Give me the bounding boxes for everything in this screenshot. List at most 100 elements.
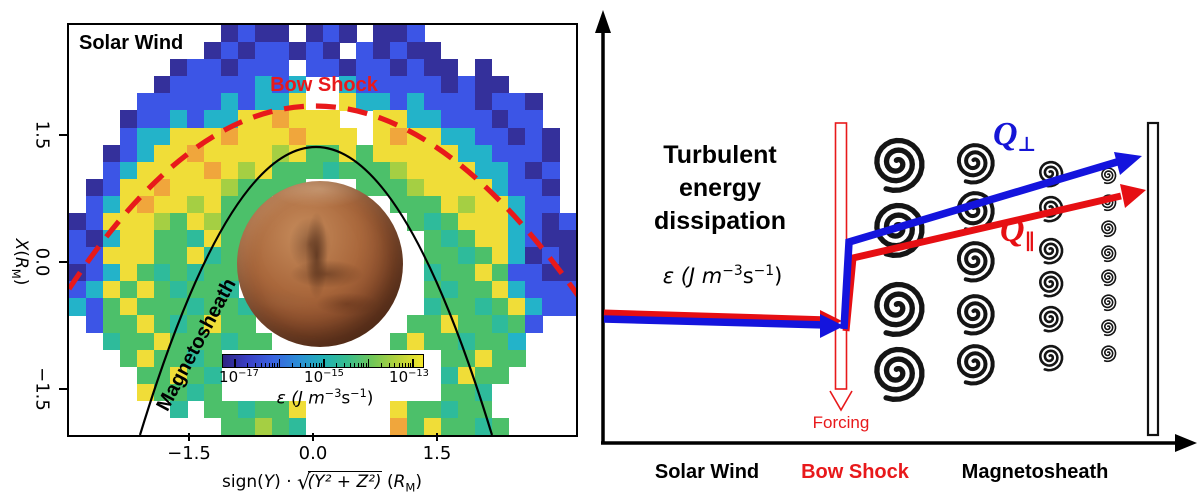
heatmap-cell bbox=[85, 315, 104, 334]
heatmap-cell bbox=[474, 161, 493, 180]
heatmap-cell bbox=[119, 281, 138, 299]
heatmap-cell bbox=[542, 298, 560, 316]
heatmap-cell bbox=[305, 127, 324, 146]
heatmap-cell bbox=[525, 247, 543, 265]
colorbar-tick-mark bbox=[265, 363, 267, 367]
heatmap-cell bbox=[288, 417, 307, 435]
epsilon-units-label: ε (J m−3s−1) bbox=[662, 263, 783, 288]
heatmap-cell bbox=[153, 76, 171, 94]
heatmap-cell bbox=[508, 178, 526, 197]
heatmap-cell bbox=[423, 161, 442, 180]
heatmap-cell bbox=[153, 212, 171, 231]
heatmap-cell bbox=[170, 349, 188, 368]
heatmap-cell bbox=[288, 76, 307, 94]
heatmap-cell bbox=[491, 110, 509, 129]
heatmap-cell bbox=[457, 264, 476, 282]
heatmap-cell bbox=[102, 298, 121, 316]
heatmap-cell bbox=[474, 281, 493, 299]
heatmap-cell bbox=[204, 315, 222, 334]
heatmap-cell bbox=[288, 42, 307, 60]
heatmap-cell bbox=[559, 298, 576, 316]
heatmap-cell bbox=[525, 264, 543, 282]
heatmap-cell bbox=[423, 417, 442, 435]
heatmap-cell bbox=[356, 76, 374, 94]
heatmap-cell bbox=[204, 264, 222, 282]
colorbar-tick-mark bbox=[268, 363, 270, 367]
heatmap-cell bbox=[491, 366, 509, 385]
colorbar-tick-mark bbox=[407, 363, 409, 367]
heatmap-cell bbox=[423, 247, 442, 265]
heatmap-cell bbox=[440, 76, 459, 94]
heatmap-cell bbox=[238, 417, 256, 435]
heatmap-cell bbox=[238, 59, 256, 77]
heatmap-cell bbox=[271, 161, 290, 180]
heatmap-cell bbox=[474, 230, 493, 248]
vortex-spiral-icon bbox=[956, 294, 995, 336]
heatmap-cell bbox=[153, 298, 171, 316]
heatmap-cell bbox=[187, 127, 205, 146]
vortex-spiral-icon bbox=[874, 281, 925, 337]
heatmap-cell bbox=[339, 127, 357, 146]
heatmap-cell bbox=[407, 161, 425, 180]
heatmap-cell bbox=[254, 332, 273, 351]
colorbar-tick-mark bbox=[255, 363, 257, 367]
heatmap-cell bbox=[339, 59, 357, 77]
heatmap-cell bbox=[525, 281, 543, 299]
heatmap-cell bbox=[407, 42, 425, 60]
heatmap-cell bbox=[440, 178, 459, 197]
heatmap-cell bbox=[491, 332, 509, 351]
heatmap-cell bbox=[440, 161, 459, 180]
qperp-arrow bbox=[840, 158, 1119, 330]
heatmap-cell bbox=[238, 127, 256, 146]
heatmap-cell bbox=[153, 230, 171, 248]
heatmap-cell bbox=[254, 417, 273, 435]
heatmap-cell bbox=[440, 383, 459, 402]
heatmap-cell bbox=[423, 332, 442, 351]
heatmap-cell bbox=[187, 264, 205, 282]
heatmap-cell bbox=[204, 366, 222, 385]
colorbar-tick-1e-17: 10−17 bbox=[219, 368, 259, 386]
heatmap-cell bbox=[136, 366, 155, 385]
heatmap-cell bbox=[474, 315, 493, 334]
heatmap-cell bbox=[525, 195, 543, 214]
heatmap-cell bbox=[305, 59, 324, 77]
heatmap-cell bbox=[187, 383, 205, 402]
heatmap-cell bbox=[373, 25, 391, 43]
heatmap-cell bbox=[170, 400, 188, 419]
colorbar-tick-mark bbox=[402, 363, 404, 367]
heatmap-cell bbox=[525, 212, 543, 231]
heatmap-cell bbox=[508, 93, 526, 111]
heatmap-cell bbox=[136, 110, 155, 129]
heatmap-cell bbox=[102, 247, 121, 265]
heatmap-cell bbox=[221, 93, 239, 111]
qperp-incoming-arrow bbox=[603, 315, 827, 329]
heatmap-cell bbox=[187, 212, 205, 231]
heatmap-cell bbox=[525, 110, 543, 129]
heatmap-cell bbox=[423, 59, 442, 77]
vortex-spiral-icon bbox=[874, 202, 925, 258]
y-tick-label: 1.5 bbox=[31, 120, 53, 150]
qpar-incoming-arrow bbox=[603, 309, 831, 324]
heatmap-cell bbox=[423, 42, 442, 60]
heatmap-cell bbox=[390, 195, 408, 214]
colorbar-tick-mark bbox=[318, 363, 320, 367]
colorbar-tick-mark bbox=[234, 359, 236, 367]
heatmap-cell bbox=[136, 247, 155, 265]
heatmap-cell bbox=[221, 144, 239, 163]
heatmap-cell bbox=[119, 230, 138, 248]
heatmap-cell bbox=[271, 76, 290, 94]
heatmap-cell bbox=[85, 230, 104, 248]
heatmap-cell bbox=[204, 161, 222, 180]
colorbar-tick-mark bbox=[299, 363, 301, 367]
heatmap-cell bbox=[474, 144, 493, 163]
vortex-spiral-icon bbox=[956, 241, 995, 283]
heatmap-cell bbox=[339, 161, 357, 180]
heatmap-cell bbox=[238, 93, 256, 111]
colorbar-tick-mark bbox=[412, 359, 414, 367]
heatmap-cell bbox=[204, 59, 222, 77]
heatmap-cell bbox=[288, 161, 307, 180]
heatmap-cell bbox=[525, 93, 543, 111]
heatmap-cell bbox=[525, 298, 543, 316]
heatmap-cell bbox=[390, 178, 408, 197]
heatmap-cell bbox=[153, 144, 171, 163]
